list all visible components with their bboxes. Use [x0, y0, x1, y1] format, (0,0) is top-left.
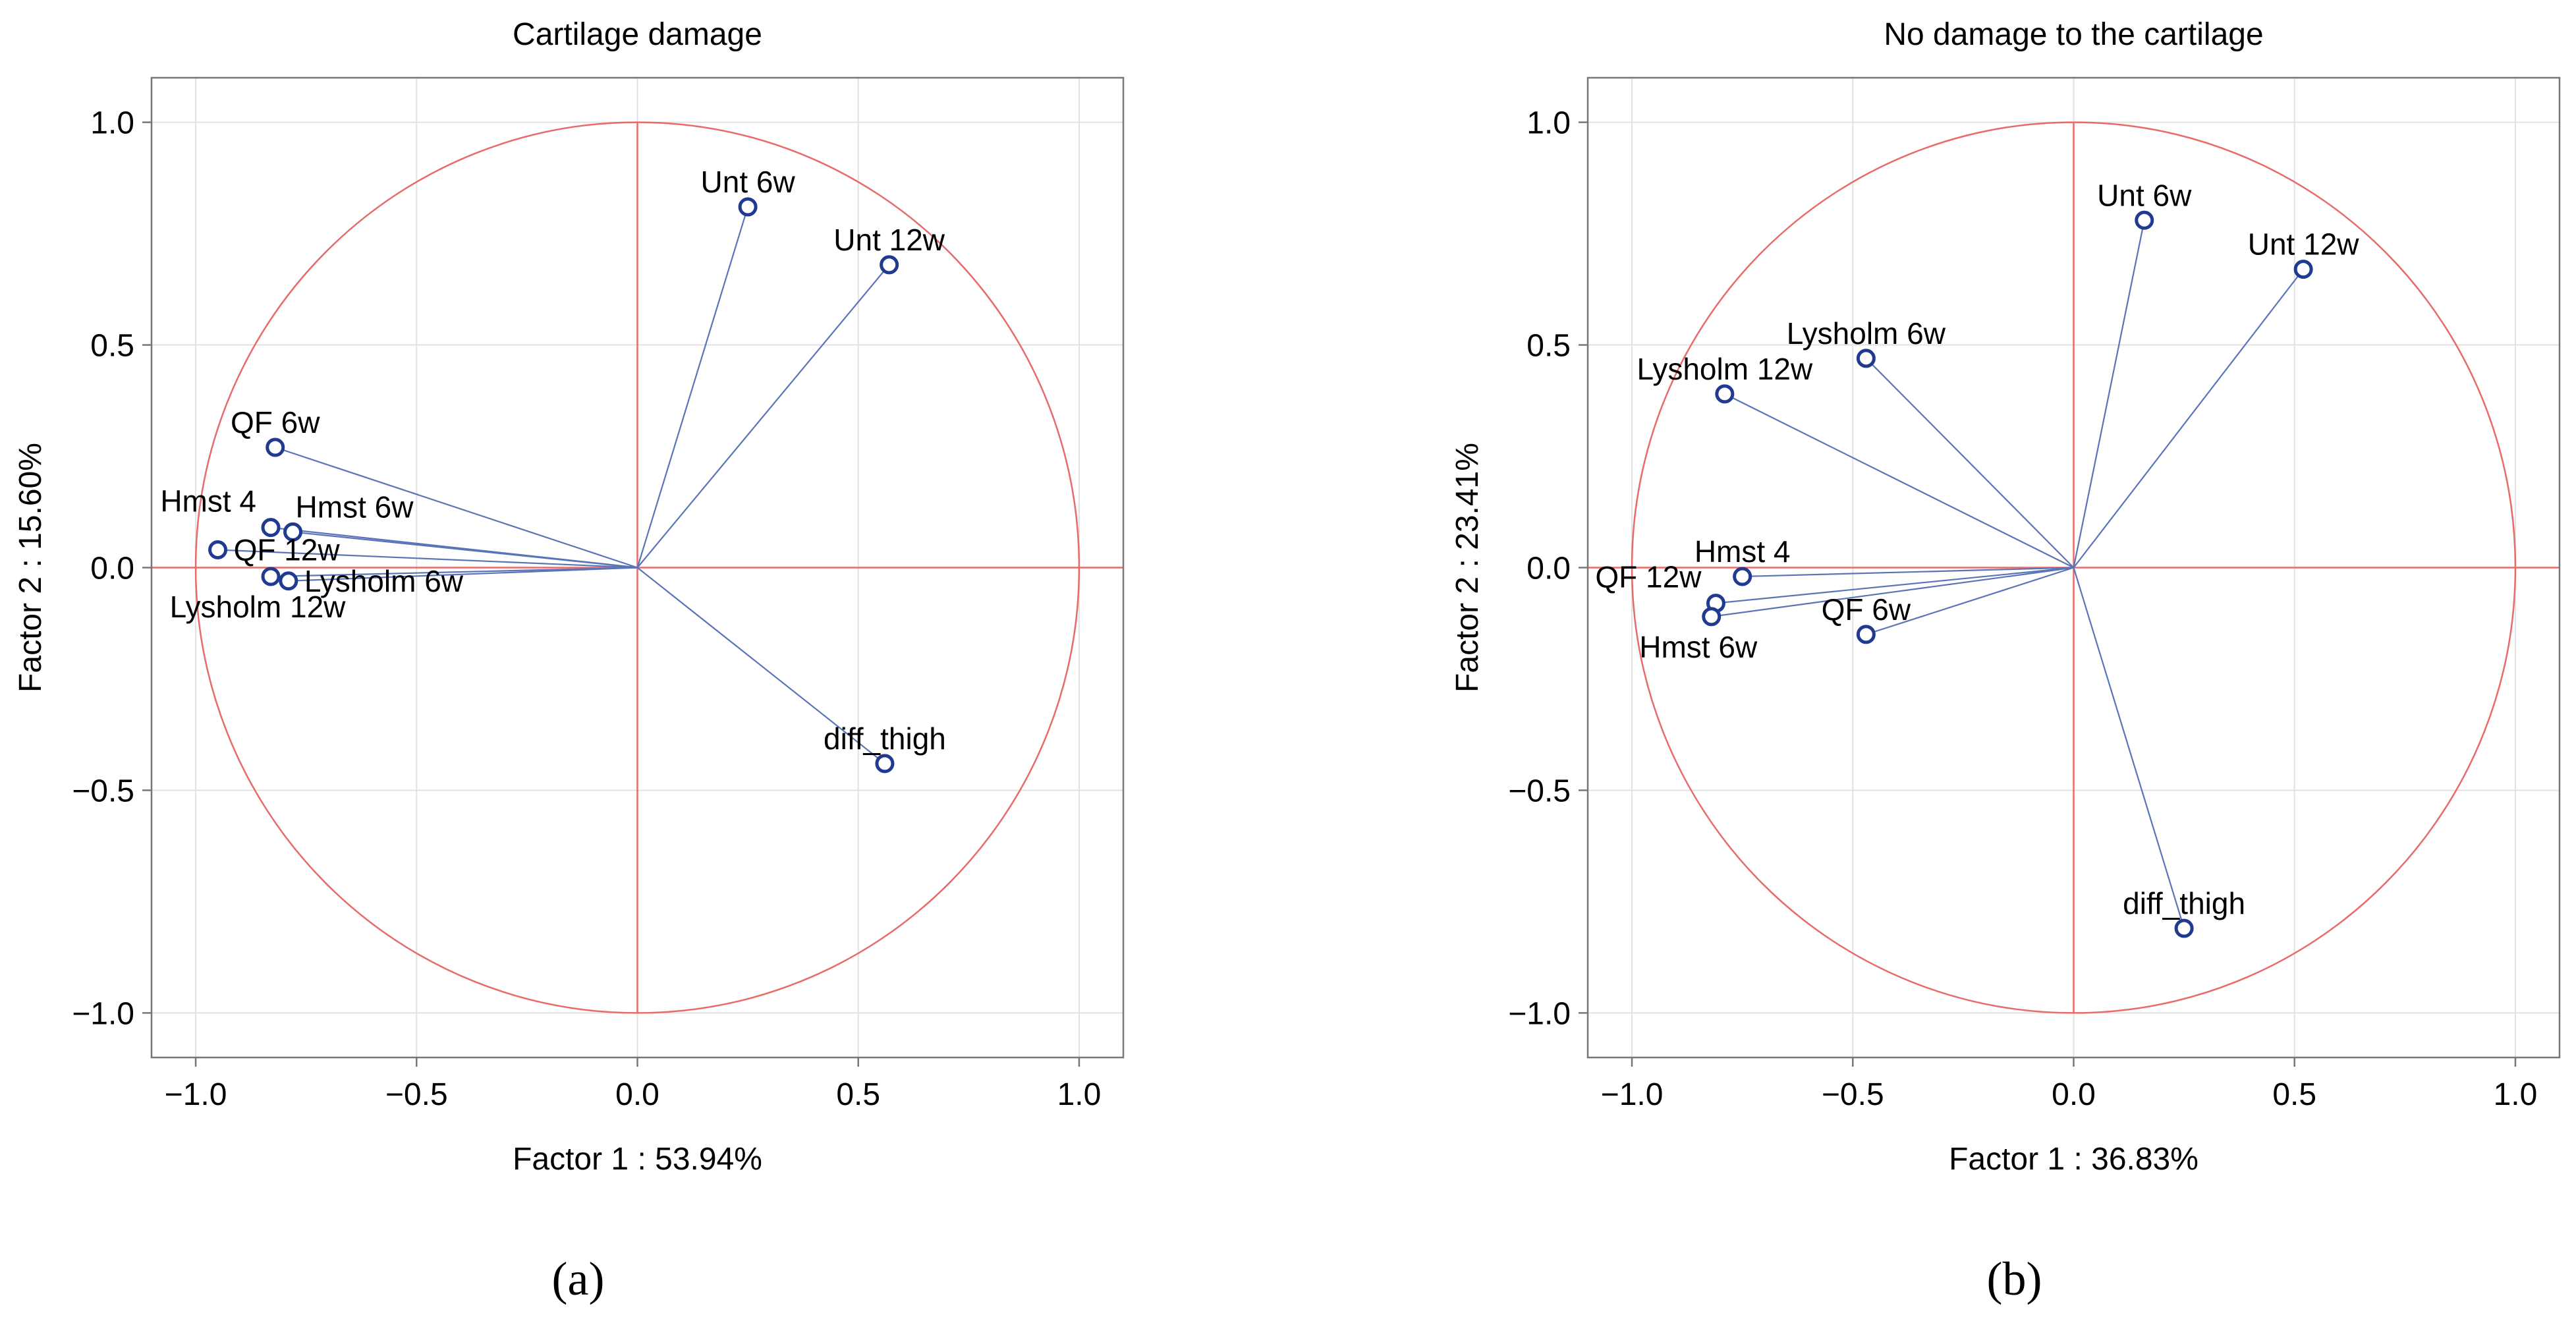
loading-point [279, 571, 298, 591]
loading-vector [270, 567, 638, 578]
point-label: Unt 6w [701, 165, 796, 199]
point-label: Hmst 4 [160, 484, 256, 519]
loading-point [1733, 567, 1752, 586]
loading-point [1856, 625, 1876, 644]
panel-a-chart: −1.0 −0.5 0.0 0.5 1.0 −1.0 −0.5 0.0 0.5 1.0 Unt 6w… [13, 17, 1125, 1305]
y-tick-label: −1.0 [72, 996, 134, 1031]
loading-vector [1724, 393, 2074, 569]
unit-circle [194, 121, 1080, 1014]
point-label: QF 12w [234, 532, 341, 567]
loading-point [208, 540, 228, 559]
x-tick-label: 0.0 [2052, 1077, 2096, 1112]
loading-point [261, 567, 281, 586]
point-label: Unt 6w [2097, 178, 2192, 212]
y-tick-label: 0.0 [1526, 551, 1571, 586]
panel-label: (b) [1987, 1253, 2042, 1305]
unit-circle [1631, 121, 2517, 1014]
x-tick-label: −1.0 [1601, 1077, 1664, 1112]
panel-b-chart: −1.0 −0.5 0.0 0.5 1.0 −1.0 −0.5 0.0 0.5 1.0 Unt 6w… [1450, 17, 2561, 1305]
point-label: QF 12w [1595, 560, 1702, 594]
loading-vector [1866, 567, 2074, 635]
y-tick-label: 1.0 [90, 106, 134, 141]
x-tick-label: 1.0 [2494, 1077, 2538, 1112]
x-tick-label: −0.5 [385, 1077, 448, 1112]
loading-point [880, 255, 899, 275]
point-label: diff_thigh [2123, 886, 2245, 920]
loading-vector [2073, 567, 2185, 929]
x-tick-label: 0.0 [615, 1077, 659, 1112]
y-tick-label: 0.0 [90, 551, 134, 586]
y-axis-label: Factor 2 : 15.60% [13, 443, 48, 692]
loading-vector [275, 446, 638, 569]
x-axis-label: Factor 1 : 53.94% [513, 1142, 762, 1177]
point-label: Unt 12w [2248, 227, 2360, 262]
loading-point [1856, 349, 1876, 368]
x-tick-label: 0.5 [2272, 1077, 2316, 1112]
point-label: Lysholm 12w [170, 590, 347, 624]
chart-title: No damage to the cartilage [1884, 17, 2263, 52]
loading-vector [636, 206, 749, 568]
loading-point [266, 437, 285, 457]
point-label: Lysholm 6w [304, 564, 464, 598]
loading-point [1715, 384, 1735, 404]
point-label: Hmst 6w [296, 490, 414, 524]
point-label: Hmst 6w [1639, 630, 1758, 664]
x-tick-label: 1.0 [1057, 1077, 1102, 1112]
y-tick-label: −0.5 [72, 774, 134, 808]
y-tick-label: −1.0 [1508, 996, 1571, 1031]
point-label: Lysholm 6w [1787, 316, 1946, 351]
loading-point [261, 518, 281, 538]
loading-point [2135, 210, 2154, 230]
point-label: Lysholm 12w [1637, 352, 1813, 386]
loading-point [1702, 607, 1722, 627]
x-tick-label: 0.5 [836, 1077, 880, 1112]
y-tick-label: 0.5 [1526, 329, 1571, 364]
loading-vector [1716, 567, 2074, 604]
loading-vector [2073, 220, 2145, 568]
loading-vector [288, 567, 638, 582]
point-label: QF 6w [231, 405, 320, 439]
loading-vector [2073, 268, 2305, 569]
loading-vector [293, 531, 638, 569]
loading-vector [1742, 567, 2074, 578]
point-label: Unt 12w [833, 223, 945, 257]
loading-point [2293, 260, 2313, 279]
loading-vector [636, 567, 885, 764]
loading-vector [1865, 358, 2075, 569]
loading-point [738, 197, 758, 217]
panel-label: (a) [552, 1253, 605, 1305]
y-tick-label: 0.5 [90, 329, 134, 364]
x-axis-label: Factor 1 : 36.83% [1949, 1142, 2198, 1177]
x-tick-label: −1.0 [165, 1077, 227, 1112]
loading-vector [217, 549, 638, 569]
x-tick-label: −0.5 [1822, 1077, 1884, 1112]
point-label: QF 6w [1822, 592, 1911, 627]
loading-point [2174, 918, 2194, 938]
y-tick-label: −0.5 [1508, 774, 1571, 808]
y-tick-label: 1.0 [1526, 106, 1571, 141]
point-label: diff_thigh [824, 721, 946, 756]
chart-title: Cartilage damage [513, 17, 762, 52]
loading-point [283, 522, 303, 542]
loading-point [875, 754, 895, 774]
loading-vector [636, 264, 890, 569]
y-axis-label: Factor 2 : 23.41% [1450, 443, 1485, 692]
point-label: Hmst 4 [1694, 534, 1791, 569]
loading-vector [1711, 567, 2074, 617]
